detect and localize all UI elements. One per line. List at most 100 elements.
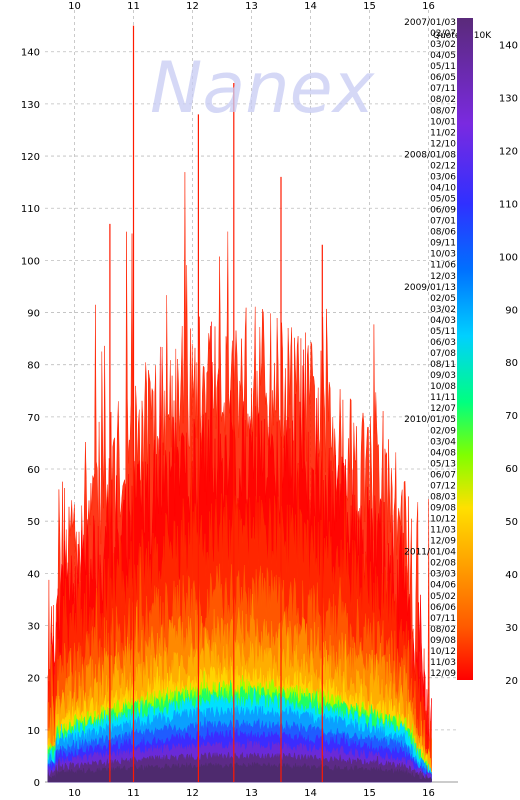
colorbar <box>457 18 473 680</box>
y-tick-label: 70 <box>27 413 40 424</box>
legend-date-label: 11/06 <box>430 261 456 271</box>
legend-date-label: 08/03 <box>430 492 456 502</box>
legend-date-label: 03/03 <box>430 570 456 580</box>
legend-date-label: 11/03 <box>430 526 456 536</box>
y-tick-label: 10 <box>27 726 40 737</box>
legend-date-label: 09/03 <box>430 371 456 381</box>
x-tick-label-top: 16 <box>422 1 435 12</box>
legend-date-label: 06/03 <box>430 338 456 348</box>
y-tick-label: 80 <box>27 361 40 372</box>
legend-date-label: 03/02 <box>430 40 456 50</box>
legend-date-label: 10/12 <box>430 647 456 657</box>
x-tick-label-top: 12 <box>186 1 199 12</box>
x-tick-label-top: 10 <box>68 1 81 12</box>
legend-date-label: 07/01 <box>430 217 456 227</box>
y-axis-tick-labels: 0 10 20 30 40 50 60 70 80 90 100 110 120 130 140 <box>21 48 40 789</box>
legend-date-label: 08/07 <box>430 106 456 116</box>
legend-date-label: 06/06 <box>430 603 456 613</box>
x-tick-label-bottom: 12 <box>186 788 199 799</box>
legend-date-label: 12/03 <box>430 272 456 282</box>
x-tick-label-bottom: 14 <box>304 788 317 799</box>
legend-date-label: 08/02 <box>430 625 456 635</box>
x-tick-label-bottom: 11 <box>127 788 140 799</box>
legend-date-label: 2008/01/08 <box>404 150 456 160</box>
legend-date-label: 08/02 <box>430 95 456 105</box>
x-tick-label-top: 13 <box>245 1 258 12</box>
legend-date-label: 10/08 <box>430 382 456 392</box>
legend-date-label: 12/10 <box>430 139 456 149</box>
legend-date-label: 08/11 <box>430 360 456 370</box>
legend-date-label: 03/02 <box>430 305 456 315</box>
y-tick-label: 60 <box>27 465 40 476</box>
y-tick-label: 50 <box>27 517 40 528</box>
legend-date-label: 11/03 <box>430 658 456 668</box>
watermark: Nanex <box>150 47 375 129</box>
colorbar-tick-label: 140 <box>499 40 518 51</box>
legend-date-label: 07/11 <box>430 84 456 94</box>
legend-date-label: 09/11 <box>430 239 456 249</box>
legend-date-label: 12/09 <box>430 669 456 679</box>
legend-date-label: 10/03 <box>430 250 456 260</box>
colorbar-tick-label: 20 <box>505 676 518 687</box>
x-tick-label-bottom: 15 <box>363 788 376 799</box>
legend-date-label: 03/06 <box>430 172 456 182</box>
legend-date-label: 10/12 <box>430 515 456 525</box>
colorbar-tick-labels: 20 30 40 50 60 70 80 90 100 110 120 130 140 <box>499 40 518 687</box>
legend-date-label: 04/10 <box>430 184 456 194</box>
legend-date-label: 08/06 <box>430 228 456 238</box>
x-tick-label-top: 11 <box>127 1 140 12</box>
legend-date-label: 09/08 <box>430 636 456 646</box>
legend-date-label: 04/03 <box>430 316 456 326</box>
colorbar-tick-label: 70 <box>505 411 518 422</box>
legend-date-label: 05/13 <box>430 459 456 469</box>
x-tick-label-top: 15 <box>363 1 376 12</box>
legend-date-label: 10/01 <box>430 117 456 127</box>
legend-date-label: 2007/01/03 <box>404 18 456 28</box>
colorbar-tick-label: 60 <box>505 464 518 475</box>
legend-date-label: 03/04 <box>430 437 456 447</box>
legend-date-label: 2009/01/13 <box>404 283 456 293</box>
y-tick-label: 100 <box>21 256 40 267</box>
x-tick-label-bottom: 10 <box>68 788 81 799</box>
legend-date-label: 05/05 <box>430 195 456 205</box>
y-tick-label: 130 <box>21 100 40 111</box>
legend-date-label: 05/11 <box>430 327 456 337</box>
legend-date-label: 02/07 <box>430 29 456 39</box>
colorbar-tick-label: 100 <box>499 252 518 263</box>
colorbar-tick-label: 50 <box>505 517 518 528</box>
y-tick-label: 30 <box>27 622 40 633</box>
legend-date-label: 02/08 <box>430 559 456 569</box>
legend-date-label: 06/09 <box>430 206 456 216</box>
colorbar-tick-label: 40 <box>505 570 518 581</box>
colorbar-tick-label: 30 <box>505 623 518 634</box>
legend-date-label: 09/08 <box>430 503 456 513</box>
y-tick-label: 120 <box>21 152 40 163</box>
legend-date-label: 04/05 <box>430 51 456 61</box>
legend-date-label: 05/02 <box>430 592 456 602</box>
series-area-layer <box>47 761 432 783</box>
legend-date-label: 12/07 <box>430 404 456 414</box>
y-tick-label: 140 <box>21 48 40 59</box>
legend-date-label: 2010/01/05 <box>404 415 456 425</box>
legend-date-label: 04/08 <box>430 448 456 458</box>
legend-date-label: 11/11 <box>430 393 456 403</box>
colorbar-tick-label: 130 <box>499 93 518 104</box>
legend-date-label: 02/12 <box>430 161 456 171</box>
series-area-layers <box>47 25 432 783</box>
y-tick-label: 110 <box>21 204 40 215</box>
x-tick-label-bottom: 13 <box>245 788 258 799</box>
legend-date-label: 07/12 <box>430 481 456 491</box>
y-tick-label: 90 <box>27 309 40 320</box>
y-tick-label: 40 <box>27 569 40 580</box>
y-tick-label: 20 <box>27 674 40 685</box>
legend-date-label: 2011/01/04 <box>404 548 456 558</box>
colorbar-tick-label: 110 <box>499 199 518 210</box>
x-axis-top-tick-labels: 10 11 12 13 14 15 16 <box>68 1 435 12</box>
legend-date-label: 12/09 <box>430 537 456 547</box>
x-tick-label-bottom: 16 <box>422 788 435 799</box>
colorbar-tick-label: 120 <box>499 146 518 157</box>
y-tick-label: 0 <box>34 778 40 789</box>
legend-date-label: 06/07 <box>430 470 456 480</box>
colorbar-tick-label: 90 <box>505 305 518 316</box>
